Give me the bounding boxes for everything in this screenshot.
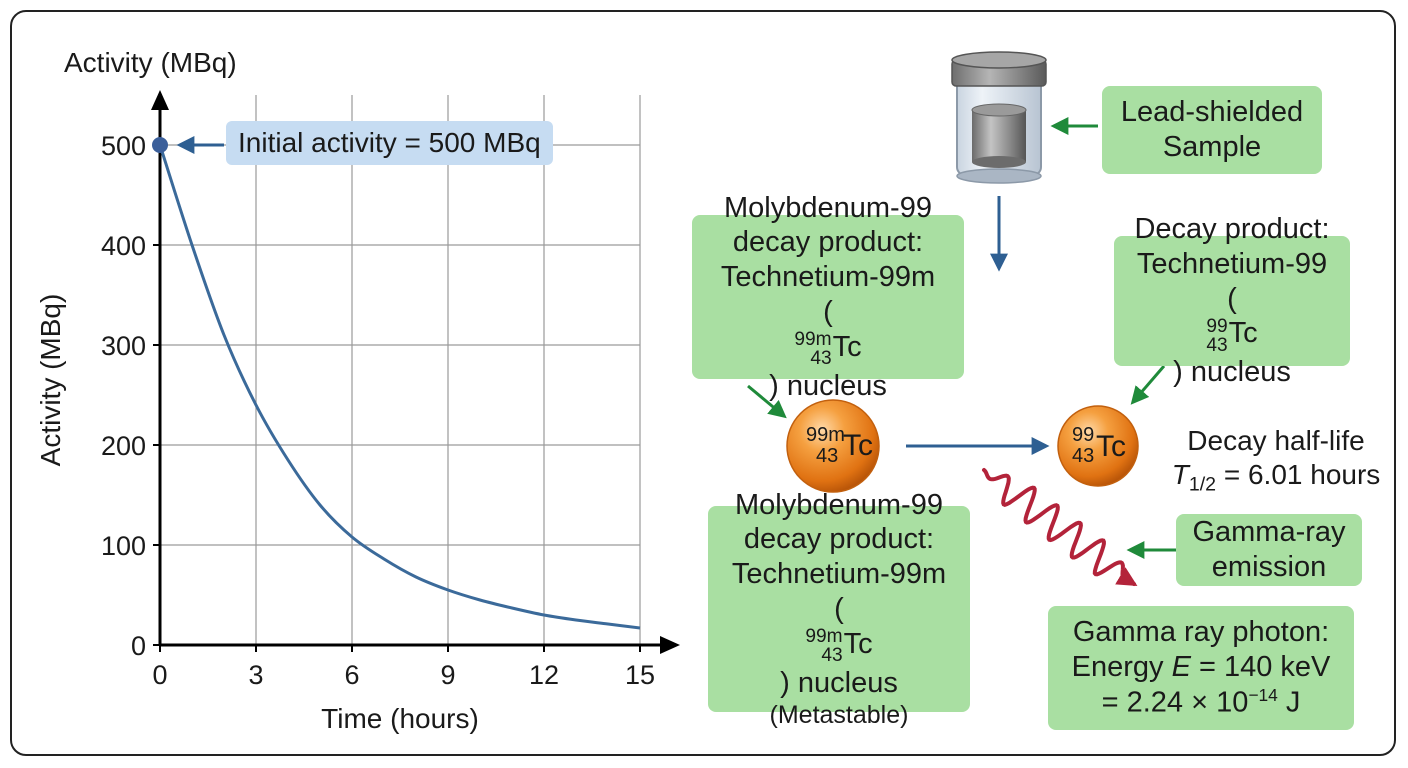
lead-label-line-2: Sample: [1162, 131, 1262, 163]
mo-bottom-line-3: Technetium-99m: [731, 558, 947, 591]
y-tick-label: 400: [101, 231, 146, 261]
x-tick-label: 12: [529, 660, 559, 690]
sphere-tc99m: 99m 43 Tc: [786, 399, 880, 493]
decay-symbol: Tc: [1228, 317, 1258, 350]
mo-bottom-line-1: Molybdenum-99: [735, 488, 943, 521]
gamma-line-2: emission: [1211, 551, 1327, 583]
half-life-text: Decay half-life T1/2 = 6.01 hours: [1160, 424, 1392, 498]
decay-mass: 99: [1206, 315, 1228, 337]
photon-energy-var: E: [1171, 651, 1191, 684]
y-axis-label: Activity (MBq): [35, 294, 66, 467]
mo-top-symbol: Tc: [832, 330, 862, 363]
mo-top-line-1: Molybdenum-99: [724, 191, 932, 224]
x-axis-arrowhead: [660, 636, 680, 654]
mo-bottom-symbol: Tc: [843, 627, 873, 660]
lead-shielded-label: Lead-shielded Sample: [1102, 86, 1322, 174]
x-tick-label: 0: [152, 660, 167, 690]
x-tick-label: 6: [344, 660, 359, 690]
decay-product-label: Decay product: Technetium-99 (99 43 Tc) nu…: [1114, 213, 1350, 388]
sphere-right-z: 43: [1072, 445, 1094, 467]
mo-top-mass: 99m: [794, 329, 832, 351]
x-tick-label: 15: [625, 660, 655, 690]
x-axis-label: Time (hours): [321, 703, 479, 734]
gamma-line-1: Gamma-ray: [1192, 516, 1346, 549]
y-tick-label: 200: [101, 431, 146, 461]
half-life-line-1: Decay half-life: [1187, 425, 1365, 456]
mo-bottom-nuclide-line: (99m 43 Tc) nucleus: [780, 593, 898, 699]
y-tick-label: 300: [101, 331, 146, 361]
photon-exponent: −14: [1248, 685, 1278, 706]
decay-curve: [158, 144, 641, 630]
gamma-photon-label: Gamma ray photon: Energy E = 140 keV = 2…: [1048, 606, 1354, 730]
sphere-right-symbol: Tc: [1096, 430, 1126, 463]
arrow-mo-label-to-sphere: [747, 384, 787, 419]
arrow-decay-label-to-sphere: [1130, 365, 1166, 405]
decay-nuclide-line: (99 43 Tc) nucleus: [1173, 282, 1291, 389]
sphere-left-symbol: Tc: [843, 429, 873, 462]
x-tick-label: 9: [440, 660, 455, 690]
decay-line-2: Technetium-99: [1136, 247, 1328, 280]
y-tick-label: 100: [101, 531, 146, 561]
gamma-wave: [982, 468, 1138, 587]
initial-point-marker: [152, 137, 168, 153]
sphere-left-z: 43: [816, 445, 838, 467]
half-life-sub: 1/2: [1188, 473, 1217, 496]
y-tick-label: 0: [131, 631, 146, 661]
mo99-label-bottom: Molybdenum-99 decay product: Technetium-…: [708, 489, 970, 729]
half-life-line-2: T1/2 = 6.01 hours: [1160, 458, 1392, 497]
photon-line-3: = 2.24 × 10−14 J: [1101, 685, 1301, 719]
photon-line-1: Gamma ray photon:: [1072, 616, 1330, 649]
half-life-value: = 6.01 hours: [1216, 459, 1381, 491]
mo-top-nuclide-line: (99m 43 Tc) nucleus: [769, 296, 887, 402]
photon-line-2: Energy E = 140 keV: [1071, 651, 1331, 684]
mo-bottom-mass: 99m: [805, 626, 843, 648]
lead-label-line-1: Lead-shielded: [1120, 96, 1304, 129]
diagram-arrows: [747, 117, 1176, 587]
x-tick-label: 3: [248, 660, 263, 690]
y-tick-label: 500: [101, 131, 146, 161]
mo-bottom-line-2: decay product:: [743, 523, 935, 556]
gamma-emission-label: Gamma-ray emission: [1176, 514, 1362, 586]
mo-bottom-z: 43: [821, 645, 843, 667]
mo-top-line-3: Technetium-99m: [720, 261, 936, 294]
mo99-label-top: Molybdenum-99 decay product: Technetium-…: [692, 192, 964, 402]
sphere-right-mass: 99: [1072, 424, 1094, 446]
mo-top-line-2: decay product:: [732, 226, 924, 259]
mo-top-z: 43: [810, 348, 832, 370]
y-axis-arrowhead: [151, 90, 169, 110]
decay-z: 43: [1206, 335, 1228, 357]
sphere-left-mass: 99m: [806, 424, 845, 446]
decay-line-1: Decay product:: [1134, 213, 1330, 246]
initial-activity-label: Initial activity = 500 MBq: [226, 121, 553, 165]
y-axis-top-label: Activity (MBq): [64, 47, 237, 78]
sphere-tc99: 99 43 Tc: [1057, 405, 1139, 487]
half-life-symbol: T: [1171, 459, 1189, 491]
mo-bottom-metastable: (Metastable): [769, 701, 909, 730]
lead-shielded-jar: [951, 51, 1047, 184]
